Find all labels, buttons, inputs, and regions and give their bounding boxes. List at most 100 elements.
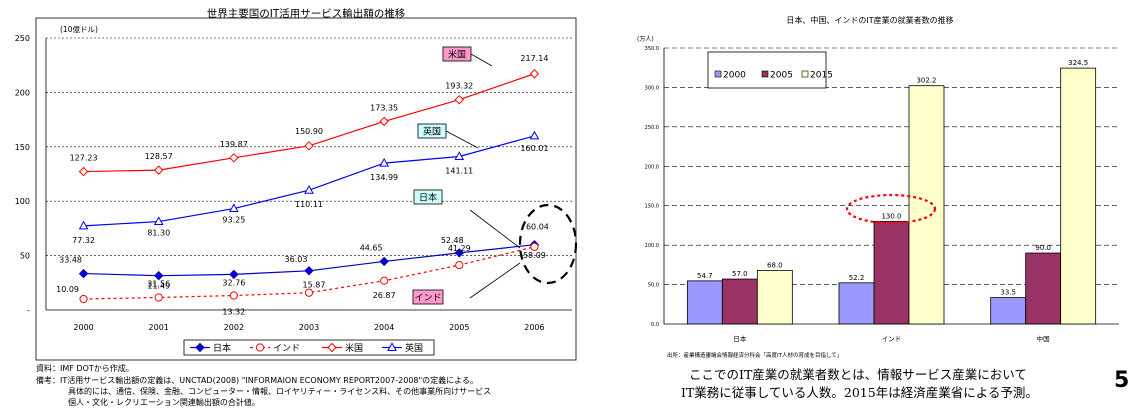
series-tag-leader	[470, 53, 493, 67]
left-detail-note-2: 個人・文化・レクリエーション関連輸出額の合計値。	[68, 398, 260, 407]
bar-chart-y-tick: 200.0	[645, 164, 659, 170]
bar	[873, 221, 910, 325]
data-label: 15.87	[303, 281, 326, 290]
data-label: 44.65	[360, 243, 383, 252]
data-point	[229, 203, 239, 213]
bar	[908, 85, 945, 325]
data-point	[304, 141, 314, 151]
series-tag-box	[412, 289, 444, 305]
data-point	[304, 184, 314, 194]
legend-swatch	[714, 70, 722, 78]
caption-line-1: ここでのIT産業の就業者数とは、情報サービス産業において	[689, 367, 1027, 382]
left-definition-note: 備考：IT活用サービス輸出額の定義は、UNCTAD(2008) "INFORMA…	[36, 376, 478, 385]
legend-label: 英国	[405, 342, 423, 354]
data-point	[530, 242, 539, 251]
bar-chart-y-unit: (万人)	[637, 36, 654, 43]
data-label: 10.09	[56, 285, 79, 294]
data-point	[454, 151, 465, 160]
series-tag-leader	[469, 262, 521, 299]
data-point	[379, 116, 389, 127]
data-point	[78, 268, 89, 279]
series-tag-leader	[445, 130, 479, 149]
data-label: 150.90	[295, 127, 323, 136]
bar-value-label: 57.0	[732, 270, 748, 278]
line-chart-x-tick: 2006	[524, 323, 544, 332]
legend-label: 2015	[810, 71, 833, 81]
line-chart-x-tick: 2003	[299, 323, 319, 332]
data-point	[229, 291, 238, 300]
data-point	[380, 276, 389, 285]
bar-chart: 日本、中国、インドのIT産業の就業者数の推移 (万人) 0.0 50.0 100.0…	[637, 15, 1119, 359]
data-label: 93.25	[222, 216, 245, 225]
line-chart-legend	[183, 339, 435, 356]
bar-chart-category: 日本	[733, 334, 747, 343]
data-label: 173.35	[370, 103, 398, 112]
line-chart-x-tick: 2002	[224, 323, 244, 332]
data-point	[229, 153, 239, 163]
bar-value-label: 302.2	[916, 77, 936, 85]
data-label: 60.04	[526, 223, 549, 232]
bar-chart-source: 出所：産業構造審議会情報経済分科会「高度IT人材の育成を目指して」	[667, 351, 842, 359]
left-source-note: 資料：IMF DOTから作成。	[36, 364, 134, 373]
data-point	[154, 165, 164, 175]
data-label: 13.32	[222, 308, 245, 317]
bar	[686, 280, 723, 325]
data-point	[379, 256, 389, 267]
line-chart-y-tick: 250	[15, 34, 30, 43]
line-chart-x-tick: 2001	[149, 323, 169, 332]
bar-value-label: 324.5	[1068, 59, 1088, 67]
bar-chart-legend	[707, 51, 827, 89]
bar-chart-category: 中国	[1037, 334, 1050, 343]
legend-label: 2000	[723, 71, 746, 81]
bar-value-label: 54.7	[697, 272, 713, 280]
line-chart-title: 世界主要国のIT活用サービス輸出額の推移	[207, 7, 406, 20]
series-tag-label: インド	[414, 294, 441, 304]
data-label: 134.99	[370, 173, 398, 182]
bar-value-label: 130.0	[881, 212, 901, 220]
data-label: 81.30	[147, 229, 170, 238]
legend-swatch	[761, 70, 769, 78]
bar	[1060, 67, 1097, 325]
data-label: 32.76	[222, 278, 245, 287]
series-tag-label: 米国	[448, 49, 466, 61]
bar-chart-y-tick: 150.0	[645, 204, 659, 210]
data-point	[455, 260, 464, 270]
data-label: 193.32	[445, 82, 473, 91]
bar-value-label: 33.5	[1000, 289, 1016, 297]
data-point	[154, 270, 164, 281]
bar-value-label: 68.0	[767, 261, 783, 269]
bar-chart-y-tick: 0.0	[651, 322, 659, 328]
line-chart-x-tick: 2004	[374, 323, 394, 332]
data-label: 58.09	[523, 251, 546, 260]
line-chart-y-tick: 150	[15, 143, 30, 152]
data-point	[153, 216, 164, 226]
legend-marker	[255, 343, 265, 352]
data-point	[78, 166, 89, 177]
bar	[838, 282, 875, 325]
bar-chart-y-tick: 100.0	[645, 243, 659, 249]
series-tag-label: 英国	[423, 126, 441, 138]
highlight-red-dotted-oval	[845, 193, 937, 225]
line-chart: 世界主要国のIT活用サービス輸出額の推移 (10億ドル) - 50 100 150 20…	[15, 7, 578, 361]
data-point	[79, 294, 88, 304]
legend-swatch	[801, 70, 809, 78]
line-chart-x-tick: 2000	[73, 323, 93, 332]
line-chart-y-tick: 50	[20, 252, 30, 261]
data-point	[454, 248, 464, 258]
legend-label: 2005	[770, 71, 793, 81]
data-point	[154, 293, 163, 302]
data-label: 52.48	[441, 236, 464, 245]
line-chart-y-tick: 100	[15, 197, 30, 206]
data-label: 33.48	[59, 256, 82, 265]
bar-chart-y-tick: 300.0	[645, 85, 659, 91]
bar	[1025, 252, 1062, 325]
bar-chart-title: 日本、中国、インドのIT産業の就業者数の推移	[786, 15, 953, 25]
data-label: 110.11	[295, 200, 323, 209]
bar-chart-category: インド	[882, 335, 902, 343]
data-point	[304, 288, 314, 297]
line-chart-y-tick: -	[27, 306, 30, 315]
line-chart-x-tick: 2005	[449, 323, 469, 332]
highlight-dashed-oval	[518, 203, 578, 285]
bar-value-label: 52.2	[849, 274, 865, 282]
line-chart-border	[35, 17, 577, 361]
